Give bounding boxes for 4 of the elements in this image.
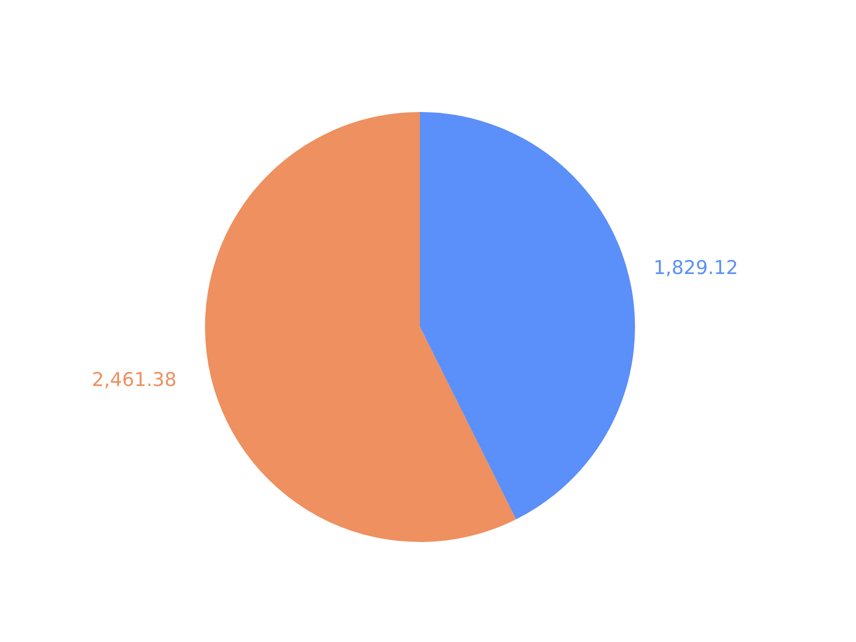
pie-slice [420,112,635,520]
data-label: 1,829.12 [653,256,738,279]
data-label: 2,461.38 [92,369,177,392]
pie-slice [205,112,516,542]
